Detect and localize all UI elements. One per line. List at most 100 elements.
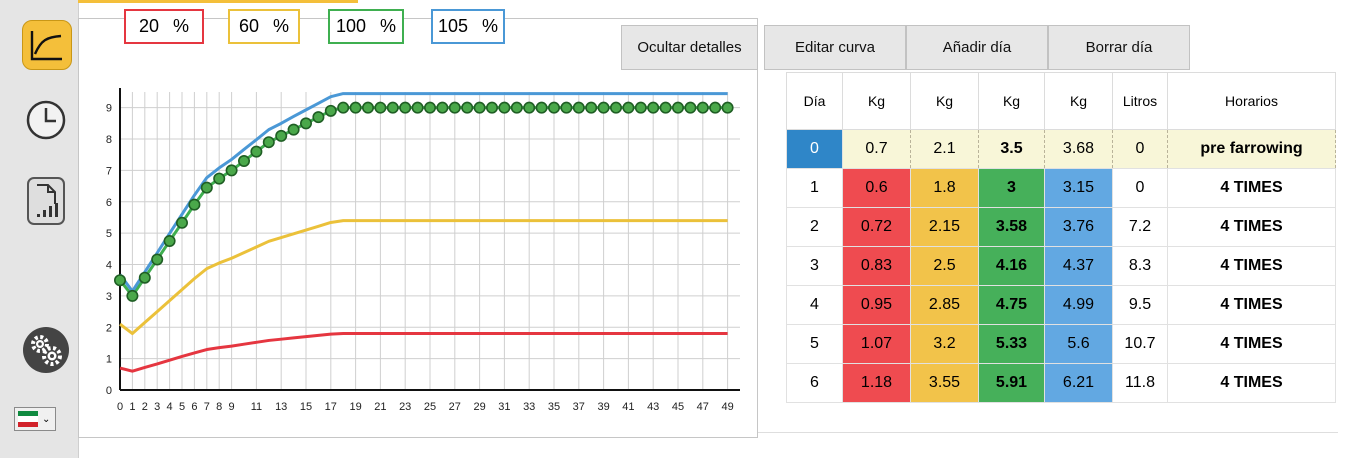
cell-kg100[interactable]: 5.91	[978, 363, 1045, 403]
cell-litros[interactable]: 9.5	[1112, 285, 1168, 325]
percent-105-button[interactable]: 105 %	[431, 9, 505, 44]
cell-horario[interactable]: 4 TIMES	[1167, 207, 1336, 247]
table-row[interactable]: 6 1.18 3.55 5.91 6.21 11.8 4 TIMES	[786, 363, 1336, 403]
sidebar-item-curve[interactable]	[22, 20, 72, 70]
hide-details-button[interactable]: Ocultar detalles	[621, 25, 758, 70]
table-row[interactable]: 5 1.07 3.2 5.33 5.6 10.7 4 TIMES	[786, 324, 1336, 364]
cell-kg20[interactable]: 0.7	[842, 129, 911, 169]
cell-kg100[interactable]: 5.33	[978, 324, 1045, 364]
cell-litros[interactable]: 0	[1112, 129, 1168, 169]
feed-curve-chart: 0 1 2 3 4 5 6 7 8 9 11 13 15 17 19 21 23 25 27 29 31 33 35 37 39…	[106, 88, 740, 413]
cell-kg60[interactable]: 3.55	[910, 363, 979, 403]
cell-kg60[interactable]: 2.85	[910, 285, 979, 325]
data-point	[399, 101, 412, 114]
cell-day[interactable]: 3	[786, 246, 843, 286]
cell-kg60[interactable]: 3.2	[910, 324, 979, 364]
data-point	[287, 123, 300, 136]
table-row[interactable]: 1 0.6 1.8 3 3.15 0 4 TIMES	[786, 168, 1336, 208]
percent-unit: %	[273, 16, 290, 36]
cell-horario[interactable]: 4 TIMES	[1167, 168, 1336, 208]
data-point	[721, 101, 734, 114]
column-header: Litros	[1112, 72, 1168, 130]
cell-litros[interactable]: 10.7	[1112, 324, 1168, 364]
cell-horario[interactable]: pre farrowing	[1167, 129, 1336, 169]
y-tick-label: 1	[106, 354, 112, 366]
cell-kg105[interactable]: 3.76	[1044, 207, 1113, 247]
table-row[interactable]: 0 0.7 2.1 3.5 3.68 0 pre farrowing	[786, 129, 1336, 169]
data-point	[113, 274, 126, 287]
sidebar: ⌄	[0, 0, 79, 458]
cell-day[interactable]: 6	[786, 363, 843, 403]
cell-kg20[interactable]: 0.95	[842, 285, 911, 325]
cell-kg60[interactable]: 2.1	[910, 129, 979, 169]
cell-litros[interactable]: 7.2	[1112, 207, 1168, 247]
cell-kg105[interactable]: 4.99	[1044, 285, 1113, 325]
table-row[interactable]: 2 0.72 2.15 3.58 3.76 7.2 4 TIMES	[786, 207, 1336, 247]
data-point	[151, 253, 164, 266]
cell-kg105[interactable]: 3.68	[1044, 129, 1113, 169]
data-point	[213, 172, 226, 185]
cell-horario[interactable]: 4 TIMES	[1167, 246, 1336, 286]
edit-curve-button[interactable]: Editar curva	[764, 25, 906, 70]
table-row[interactable]: 4 0.95 2.85 4.75 4.99 9.5 4 TIMES	[786, 285, 1336, 325]
cell-kg20[interactable]: 1.07	[842, 324, 911, 364]
data-point	[671, 101, 684, 114]
x-tick-label: 6	[191, 401, 197, 413]
data-point	[585, 101, 598, 114]
sidebar-item-schedule[interactable]	[22, 96, 70, 144]
percent-20-button[interactable]: 20 %	[124, 9, 204, 44]
percent-value: 20	[138, 16, 159, 36]
x-tick-label: 49	[721, 401, 733, 413]
data-point	[163, 235, 176, 248]
series-line	[118, 92, 728, 293]
cell-kg60[interactable]: 1.8	[910, 168, 979, 208]
percent-60-button[interactable]: 60 %	[228, 9, 300, 44]
x-tick-label: 15	[300, 401, 312, 413]
cell-kg20[interactable]: 0.6	[842, 168, 911, 208]
cell-kg20[interactable]: 1.18	[842, 363, 911, 403]
cell-horario[interactable]: 4 TIMES	[1167, 363, 1336, 403]
table-row[interactable]: 3 0.83 2.5 4.16 4.37 8.3 4 TIMES	[786, 246, 1336, 286]
data-point	[324, 104, 337, 117]
percent-100-button[interactable]: 100 %	[328, 9, 404, 44]
y-tick-label: 6	[106, 197, 112, 209]
cell-kg60[interactable]: 2.15	[910, 207, 979, 247]
data-point	[411, 101, 424, 114]
cell-kg60[interactable]: 2.5	[910, 246, 979, 286]
add-day-button[interactable]: Añadir día	[906, 25, 1048, 70]
cell-kg100[interactable]: 4.75	[978, 285, 1045, 325]
x-tick-label: 35	[548, 401, 560, 413]
cell-horario[interactable]: 4 TIMES	[1167, 285, 1336, 325]
cell-kg105[interactable]: 4.37	[1044, 246, 1113, 286]
y-tick-label: 4	[106, 260, 112, 272]
cell-day[interactable]: 5	[786, 324, 843, 364]
cell-kg100[interactable]: 3.58	[978, 207, 1045, 247]
cell-horario[interactable]: 4 TIMES	[1167, 324, 1336, 364]
cell-day[interactable]: 1	[786, 168, 843, 208]
cell-day[interactable]: 4	[786, 285, 843, 325]
cell-litros[interactable]: 11.8	[1112, 363, 1168, 403]
data-point	[138, 271, 151, 284]
cell-litros[interactable]: 8.3	[1112, 246, 1168, 286]
cell-kg20[interactable]: 0.72	[842, 207, 911, 247]
cell-kg105[interactable]: 3.15	[1044, 168, 1113, 208]
sidebar-item-report[interactable]	[22, 177, 70, 225]
cell-kg20[interactable]: 0.83	[842, 246, 911, 286]
cell-day[interactable]: 0	[786, 129, 843, 169]
x-tick-label: 33	[523, 401, 535, 413]
cell-kg100[interactable]: 4.16	[978, 246, 1045, 286]
cell-kg100[interactable]: 3	[978, 168, 1045, 208]
cell-kg100[interactable]: 3.5	[978, 129, 1045, 169]
data-point	[684, 101, 697, 114]
cell-litros[interactable]: 0	[1112, 168, 1168, 208]
delete-day-button[interactable]: Borrar día	[1048, 25, 1190, 70]
data-point	[436, 101, 449, 114]
cell-kg105[interactable]: 5.6	[1044, 324, 1113, 364]
chart-panel	[78, 18, 758, 438]
cell-kg105[interactable]: 6.21	[1044, 363, 1113, 403]
sidebar-item-settings[interactable]	[22, 326, 70, 374]
language-select[interactable]: ⌄	[14, 407, 56, 431]
cell-day[interactable]: 2	[786, 207, 843, 247]
column-header: Día	[786, 72, 843, 130]
y-tick-label: 5	[106, 228, 112, 240]
